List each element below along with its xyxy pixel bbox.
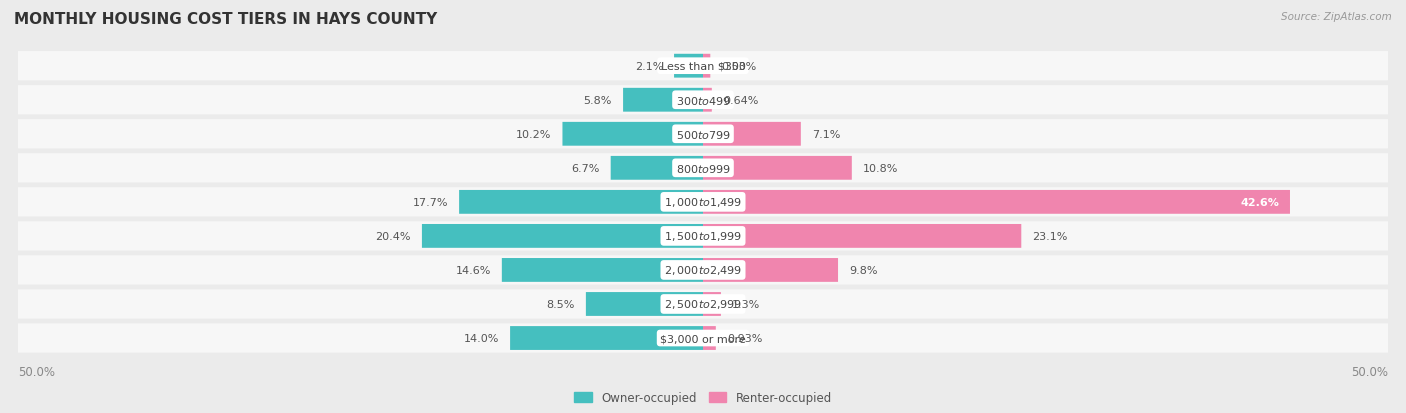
FancyBboxPatch shape — [18, 120, 1388, 149]
Text: MONTHLY HOUSING COST TIERS IN HAYS COUNTY: MONTHLY HOUSING COST TIERS IN HAYS COUNT… — [14, 12, 437, 27]
FancyBboxPatch shape — [586, 292, 703, 316]
Text: 10.2%: 10.2% — [516, 129, 551, 140]
FancyBboxPatch shape — [703, 123, 801, 146]
FancyBboxPatch shape — [673, 55, 703, 78]
Text: 1.3%: 1.3% — [733, 299, 761, 309]
Text: 50.0%: 50.0% — [18, 365, 55, 377]
Text: 10.8%: 10.8% — [863, 164, 898, 173]
Text: Source: ZipAtlas.com: Source: ZipAtlas.com — [1281, 12, 1392, 22]
FancyBboxPatch shape — [703, 55, 710, 78]
Text: 9.8%: 9.8% — [849, 265, 877, 275]
FancyBboxPatch shape — [562, 123, 703, 146]
Text: 8.5%: 8.5% — [547, 299, 575, 309]
FancyBboxPatch shape — [703, 326, 716, 350]
FancyBboxPatch shape — [422, 224, 703, 248]
Legend: Owner-occupied, Renter-occupied: Owner-occupied, Renter-occupied — [574, 392, 832, 404]
FancyBboxPatch shape — [18, 86, 1388, 115]
Text: $3,000 or more: $3,000 or more — [661, 333, 745, 343]
Text: $800 to $999: $800 to $999 — [675, 162, 731, 174]
Text: 0.93%: 0.93% — [727, 333, 762, 343]
FancyBboxPatch shape — [610, 157, 703, 180]
Text: 17.7%: 17.7% — [412, 197, 449, 207]
Text: 5.8%: 5.8% — [583, 95, 612, 105]
FancyBboxPatch shape — [703, 259, 838, 282]
Text: $1,000 to $1,499: $1,000 to $1,499 — [664, 196, 742, 209]
FancyBboxPatch shape — [18, 256, 1388, 285]
Text: 20.4%: 20.4% — [375, 231, 411, 241]
FancyBboxPatch shape — [18, 222, 1388, 251]
FancyBboxPatch shape — [18, 52, 1388, 81]
FancyBboxPatch shape — [703, 89, 711, 112]
FancyBboxPatch shape — [502, 259, 703, 282]
Text: 0.64%: 0.64% — [723, 95, 758, 105]
Text: 14.6%: 14.6% — [456, 265, 491, 275]
Text: $1,500 to $1,999: $1,500 to $1,999 — [664, 230, 742, 243]
FancyBboxPatch shape — [703, 224, 1021, 248]
FancyBboxPatch shape — [623, 89, 703, 112]
FancyBboxPatch shape — [510, 326, 703, 350]
Text: 0.53%: 0.53% — [721, 62, 756, 71]
FancyBboxPatch shape — [18, 290, 1388, 319]
Text: $500 to $799: $500 to $799 — [675, 128, 731, 140]
Text: 42.6%: 42.6% — [1240, 197, 1279, 207]
Text: $2,000 to $2,499: $2,000 to $2,499 — [664, 264, 742, 277]
Text: 50.0%: 50.0% — [1351, 365, 1388, 377]
FancyBboxPatch shape — [703, 190, 1289, 214]
Text: 6.7%: 6.7% — [571, 164, 599, 173]
FancyBboxPatch shape — [18, 188, 1388, 217]
FancyBboxPatch shape — [703, 157, 852, 180]
Text: 2.1%: 2.1% — [634, 62, 664, 71]
Text: $2,500 to $2,999: $2,500 to $2,999 — [664, 298, 742, 311]
FancyBboxPatch shape — [18, 154, 1388, 183]
Text: Less than $300: Less than $300 — [661, 62, 745, 71]
FancyBboxPatch shape — [18, 324, 1388, 353]
Text: 7.1%: 7.1% — [811, 129, 841, 140]
FancyBboxPatch shape — [460, 190, 703, 214]
Text: 14.0%: 14.0% — [464, 333, 499, 343]
Text: $300 to $499: $300 to $499 — [675, 95, 731, 107]
Text: 23.1%: 23.1% — [1032, 231, 1067, 241]
FancyBboxPatch shape — [703, 292, 721, 316]
